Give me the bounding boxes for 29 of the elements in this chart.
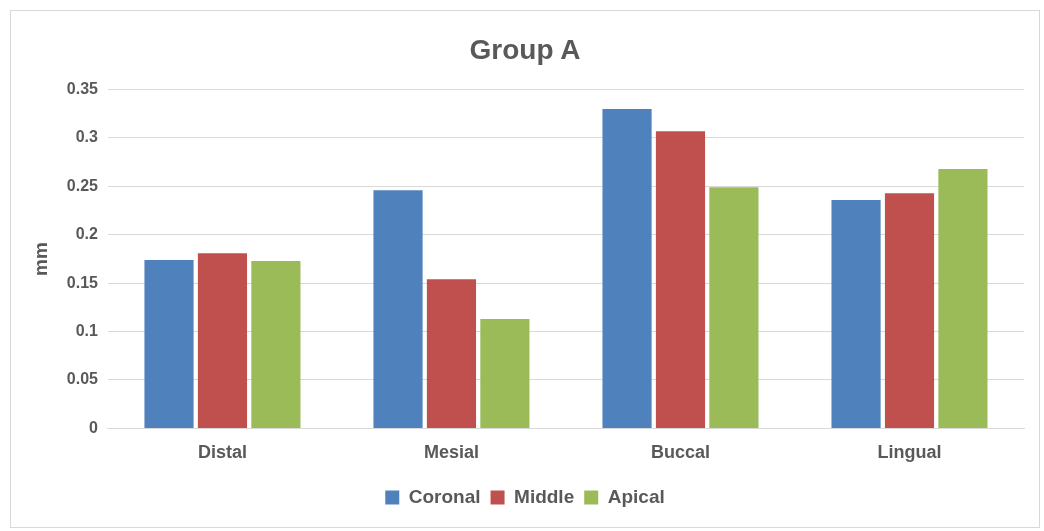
y-tick-label: 0.25 xyxy=(66,176,99,194)
legend-label: Coronal xyxy=(408,485,481,507)
bar xyxy=(655,131,706,428)
legend-label: Apical xyxy=(607,485,665,507)
bar xyxy=(602,108,652,428)
x-tick-label: Mesial xyxy=(423,442,479,463)
bar xyxy=(884,193,935,428)
x-tick-label: Buccal xyxy=(650,442,710,463)
bar xyxy=(709,187,759,428)
chart-title: Group A xyxy=(469,33,581,65)
y-tick-label: 0.15 xyxy=(66,273,99,291)
x-tick-label: Lingual xyxy=(877,442,942,463)
bar xyxy=(938,168,988,428)
x-tick-label: Distal xyxy=(197,442,247,463)
bar xyxy=(426,279,477,428)
legend-label: Middle xyxy=(514,485,575,507)
bar xyxy=(480,319,530,428)
bar xyxy=(373,190,423,428)
bar xyxy=(144,259,194,428)
y-tick-label: 0.2 xyxy=(75,225,99,243)
bar xyxy=(831,199,881,428)
y-axis-title: mm xyxy=(29,242,51,276)
bar xyxy=(197,253,248,428)
bar xyxy=(251,260,301,428)
y-tick-label: 0.35 xyxy=(66,80,99,98)
y-tick-label: 0.05 xyxy=(66,370,99,388)
y-tick-label: 0.1 xyxy=(75,322,99,340)
y-tick-label: 0.3 xyxy=(75,128,99,146)
y-tick-label: 0 xyxy=(89,418,99,436)
